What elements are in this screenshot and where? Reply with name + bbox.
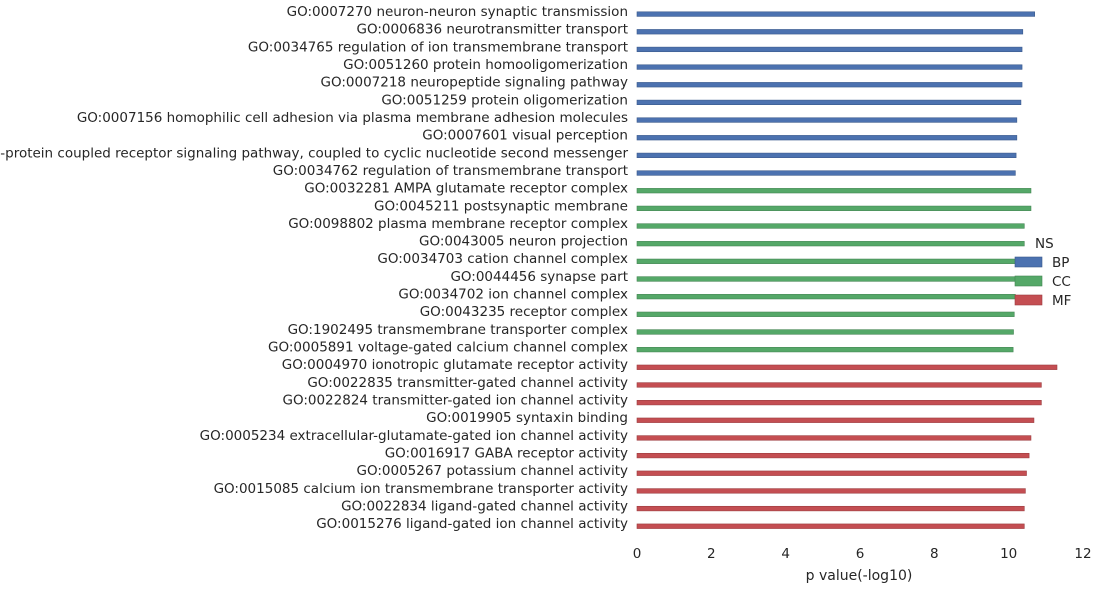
bar-cc: [636, 311, 1015, 317]
bar-mf: [636, 505, 1025, 512]
legend-label-mf: MF: [1052, 293, 1071, 309]
category-label: GO:0005267 potassium channel activity: [357, 463, 629, 479]
legend-title: NS: [1035, 236, 1054, 252]
category-label: GO:0015276 ligand-gated ion channel acti…: [316, 516, 628, 532]
category-label: GO:0015085 calcium ion transmembrane tra…: [214, 481, 628, 497]
legend-label-bp: BP: [1052, 255, 1069, 271]
bar-cc: [636, 241, 1025, 247]
category-label: GO:0007270 neuron-neuron synaptic transm…: [287, 4, 628, 20]
x-tick-label: 12: [1074, 546, 1091, 562]
bar-bp: [636, 46, 1023, 53]
bar-mf: [636, 364, 1058, 370]
bar-bp: [636, 152, 1017, 158]
category-label: GO:0022824 transmitter-gated ion channel…: [282, 393, 628, 409]
x-tick-label: 6: [856, 546, 865, 562]
bar-bp: [636, 117, 1018, 123]
bar-cc: [636, 188, 1032, 194]
bars-group: [636, 11, 1058, 529]
x-tick-label: 10: [1000, 546, 1017, 562]
category-labels-group: GO:0007270 neuron-neuron synaptic transm…: [0, 4, 628, 532]
bar-mf: [636, 470, 1027, 476]
category-label: GO:0006836 neurotransmitter transport: [357, 22, 628, 38]
category-label: GO:0007187 G-protein coupled receptor si…: [0, 145, 628, 161]
category-label: GO:0005891 voltage-gated calcium channel…: [268, 340, 628, 356]
category-label: GO:0098802 plasma membrane receptor comp…: [288, 216, 628, 232]
bar-bp: [636, 82, 1023, 88]
bar-mf: [636, 400, 1042, 406]
bar-mf: [636, 382, 1042, 388]
category-label: GO:0043235 receptor complex: [420, 304, 628, 320]
x-axis-label: p value(-log10): [806, 568, 913, 584]
category-label: GO:0007156 homophilic cell adhesion via …: [77, 110, 628, 126]
bar-bp: [636, 170, 1016, 176]
bar-cc: [636, 329, 1014, 335]
bar-cc: [636, 205, 1032, 211]
bar-bp: [636, 29, 1024, 35]
category-label: GO:0007218 neuropeptide signaling pathwa…: [321, 75, 629, 91]
category-label: GO:0022834 ligand-gated channel activity: [341, 498, 628, 514]
x-tick-label: 4: [781, 546, 790, 562]
category-label: GO:0016917 GABA receptor activity: [385, 446, 628, 462]
legend-swatch-cc: [1014, 275, 1043, 287]
x-tick-label: 0: [633, 546, 642, 562]
bar-cc: [636, 223, 1025, 229]
bar-bp: [636, 99, 1022, 105]
bar-cc: [636, 258, 1017, 264]
category-label: GO:0019905 syntaxin binding: [426, 410, 628, 426]
bar-bp: [636, 64, 1023, 70]
category-label: GO:0034762 regulation of transmembrane t…: [273, 163, 628, 179]
category-label: GO:0044456 synapse part: [450, 269, 628, 285]
category-label: GO:0022835 transmitter-gated channel act…: [307, 375, 628, 391]
category-label: GO:0051259 protein oligomerization: [381, 92, 628, 108]
bar-cc: [636, 294, 1016, 300]
legend-label-cc: CC: [1052, 274, 1071, 290]
category-label: GO:0004970 ionotropic glutamate receptor…: [282, 357, 628, 373]
x-tick-label: 8: [930, 546, 939, 562]
bar-mf: [636, 435, 1032, 441]
legend: NS BP CC MF: [1014, 236, 1071, 309]
legend-swatch-mf: [1014, 294, 1043, 306]
bar-mf: [636, 417, 1035, 423]
category-label: GO:0043005 neuron projection: [419, 234, 628, 250]
category-label: GO:0051260 protein homooligomerization: [343, 57, 628, 73]
bar-mf: [636, 523, 1025, 529]
bar-bp: [636, 11, 1035, 17]
legend-swatch-bp: [1014, 256, 1043, 268]
category-label: GO:0005234 extracellular-glutamate-gated…: [200, 428, 628, 444]
bar-cc: [636, 347, 1014, 353]
bar-cc: [636, 276, 1016, 282]
category-label: GO:0034703 cation channel complex: [377, 251, 628, 267]
x-tick-label: 2: [707, 546, 716, 562]
category-label: GO:1902495 transmembrane transporter com…: [288, 322, 628, 338]
category-label: GO:0034765 regulation of ion transmembra…: [248, 39, 628, 55]
category-label: GO:0007601 visual perception: [422, 128, 628, 144]
bar-mf: [636, 452, 1030, 459]
category-label: GO:0034702 ion channel complex: [398, 287, 628, 303]
bar-mf: [636, 488, 1026, 494]
x-axis-ticks-group: 0 2 4 6 8 10 12: [633, 546, 1092, 562]
bar-bp: [636, 135, 1018, 141]
category-label: GO:0045211 postsynaptic membrane: [374, 198, 628, 214]
category-label: GO:0032281 AMPA glutamate receptor compl…: [304, 181, 628, 197]
